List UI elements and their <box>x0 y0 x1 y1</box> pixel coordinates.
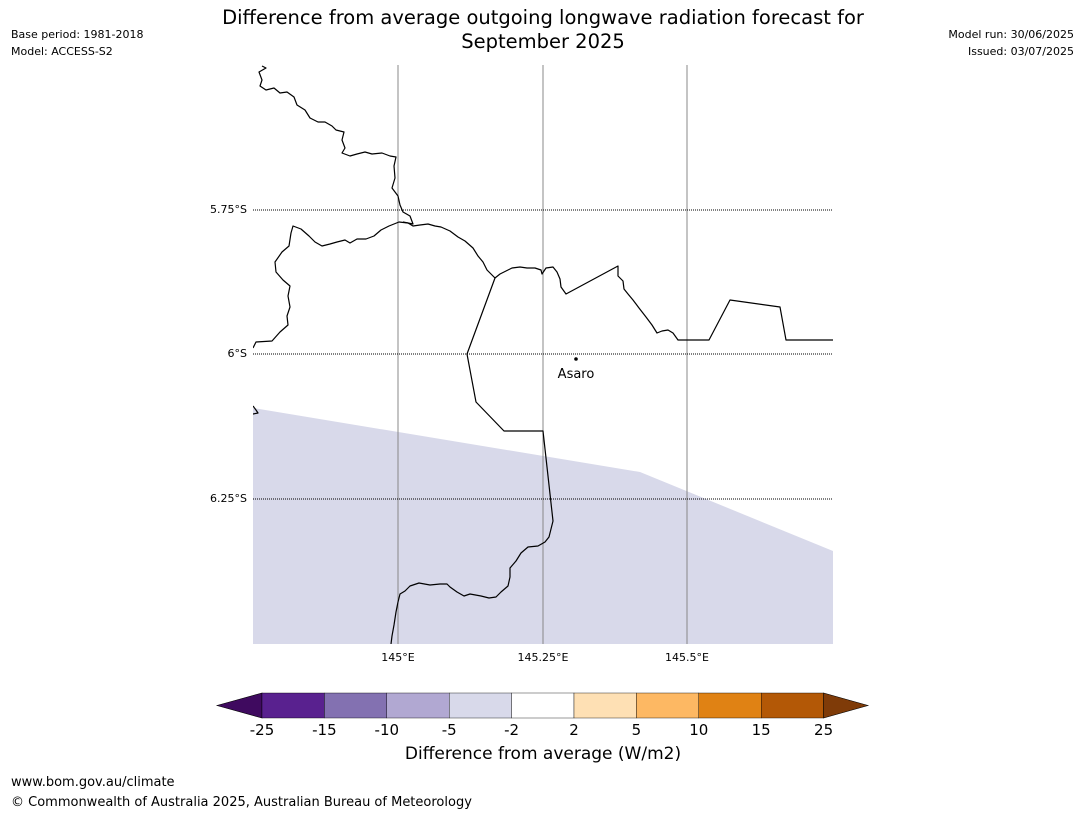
colorbar-tick-label: -5 <box>442 721 457 739</box>
lon-label-145: 145°E <box>381 651 414 664</box>
footer-copyright: © Commonwealth of Australia 2025, Austra… <box>11 795 472 810</box>
border-central <box>253 221 833 349</box>
colorbar-tick-label: -15 <box>312 721 337 739</box>
colorbar-tick-label: -2 <box>504 721 519 739</box>
issued-text: Issued: 03/07/2025 <box>967 45 1074 58</box>
place-label-asaro: Asaro <box>558 367 595 382</box>
border-southwest <box>390 277 554 644</box>
border-north <box>258 65 414 225</box>
model-run-text: Model run: 30/06/2025 <box>948 28 1074 41</box>
base-period-text: Base period: 1981-2018 <box>11 28 144 41</box>
colorbar-segment <box>386 692 450 719</box>
map-area <box>253 65 833 644</box>
map-title-line1: Difference from average outgoing longwav… <box>222 6 864 29</box>
model-text: Model: ACCESS-S2 <box>11 45 113 58</box>
colorbar-tick-label: 25 <box>814 721 833 739</box>
map-title: Difference from average outgoing longwav… <box>193 6 893 54</box>
colorbar-segment <box>261 692 325 719</box>
lat-label-6-25: 6.25°S <box>210 492 247 505</box>
lat-label-6: 6°S <box>228 347 247 360</box>
colorbar-segment <box>761 692 824 719</box>
footer-url[interactable]: www.bom.gov.au/climate <box>11 775 175 790</box>
colorbar-tick-label: 10 <box>689 721 708 739</box>
colorbar-tick-label: -10 <box>375 721 400 739</box>
colorbar-extension-left <box>215 692 263 719</box>
colorbar-tick-label: 5 <box>632 721 642 739</box>
map-title-line2: September 2025 <box>461 30 625 53</box>
colorbar-segment <box>698 692 762 719</box>
border-edge-mark <box>253 405 259 415</box>
colorbar-segment <box>324 692 387 719</box>
colorbar-extension-right <box>823 692 870 719</box>
colorbar: -25 -15 -10 -5 -2 2 5 10 15 25 <box>215 692 870 739</box>
province-borders <box>253 65 833 644</box>
lon-label-145-5: 145.5°E <box>665 651 709 664</box>
colorbar-tick-label: 2 <box>569 721 579 739</box>
colorbar-segment <box>449 692 512 719</box>
colorbar-segment <box>636 692 700 719</box>
colorbar-segment <box>573 692 637 719</box>
lon-label-145-25: 145.25°E <box>518 651 569 664</box>
colorbar-tick-label: -25 <box>250 721 275 739</box>
lat-label-5-75: 5.75°S <box>210 203 247 216</box>
colorbar-title: Difference from average (W/m2) <box>404 744 682 764</box>
colorbar-segment <box>511 692 575 719</box>
header-meta-left: Base period: 1981-2018 Model: ACCESS-S2 <box>11 26 143 60</box>
header-meta-right: Model run: 30/06/2025 Issued: 03/07/2025 <box>948 26 1074 60</box>
colorbar-tick-label: 15 <box>752 721 771 739</box>
place-marker-asaro <box>574 357 578 361</box>
